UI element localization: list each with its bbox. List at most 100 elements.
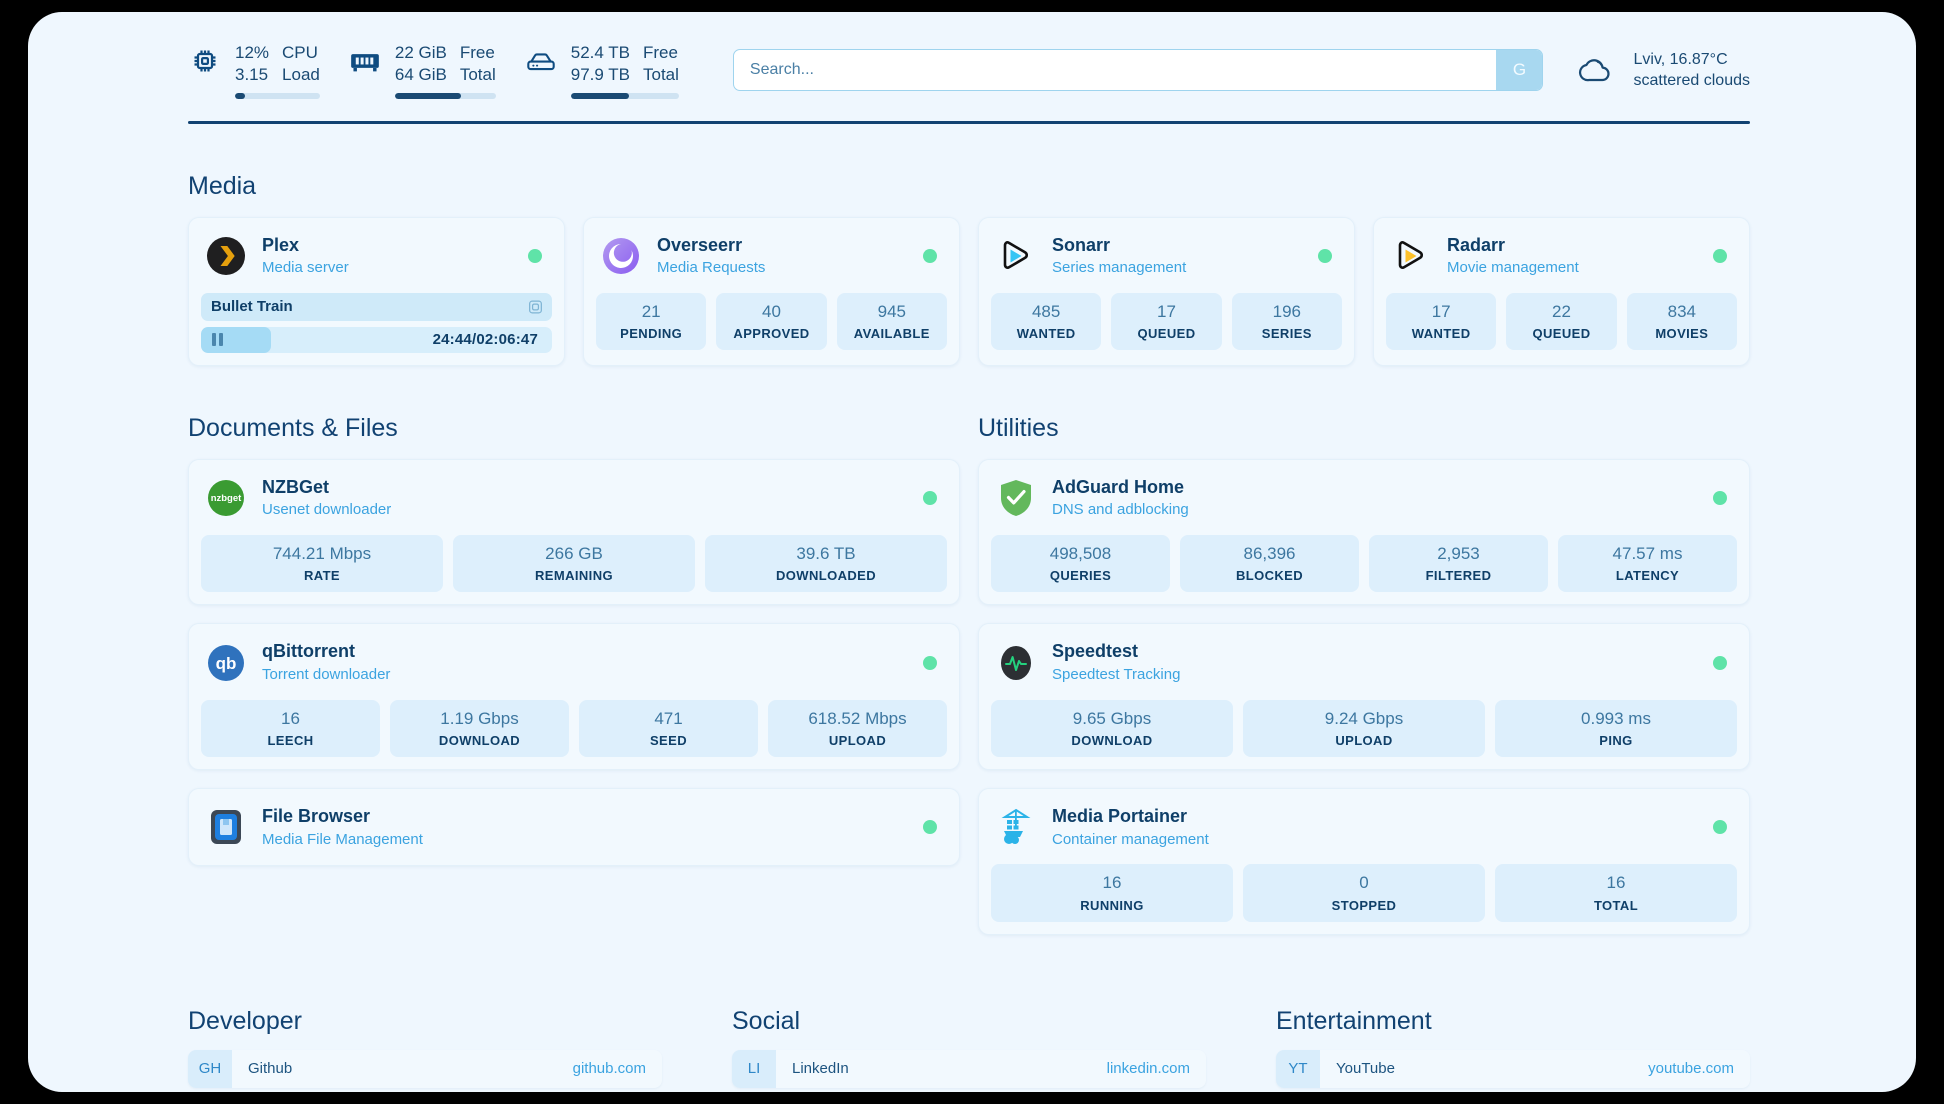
tile-value: 744.21 Mbps (272, 544, 372, 563)
tile-value: 1.19 Gbps (440, 708, 519, 728)
stat-tile: 40 APPROVED (716, 292, 827, 351)
stat-tile: 471 SEED (579, 699, 758, 758)
service-card-qbittorrent[interactable]: qb qBittorrent Torrent downloader 16 LEE… (188, 623, 960, 771)
service-card-filebrowser[interactable]: File Browser Media File Management (188, 788, 960, 867)
service-card-nzbget[interactable]: nzbget NZBGet Usenet downloader 744.21 M… (188, 458, 960, 606)
service-desc: Movie management (1447, 259, 1579, 276)
status-badge (1318, 248, 1332, 263)
card-header: Speedtest Speedtest Tracking (991, 636, 1737, 688)
cpu-label-bottom: Load (282, 64, 320, 84)
cpu-icon (188, 42, 222, 80)
weather-location-temp: Lviv, 16.87°C (1633, 50, 1728, 68)
svg-text:nzbget: nzbget (211, 493, 242, 504)
status-badge (1713, 820, 1727, 835)
status-badge (923, 490, 937, 505)
tile-value: 834 (1667, 301, 1696, 321)
tile-label: SERIES (1261, 326, 1312, 342)
bookmark-item-youtube[interactable]: YT YouTube youtube.com (1276, 1049, 1750, 1088)
section-title-documents: Documents & Files (188, 413, 398, 442)
bookmark-item-linkedin[interactable]: LI LinkedIn linkedin.com (732, 1049, 1206, 1088)
tile-value: 86,396 (1243, 544, 1296, 563)
tile-value: 16 (1606, 873, 1626, 893)
service-desc: Speedtest Tracking (1052, 665, 1181, 683)
service-card-adguard[interactable]: AdGuard Home DNS and adblocking 498,508 … (978, 458, 1750, 606)
now-playing-row: Bullet Train (201, 292, 552, 321)
tile-value: 40 (762, 301, 781, 321)
tile-label: RATE (303, 568, 341, 584)
pause-icon[interactable] (212, 333, 223, 347)
tile-value: 17 (1157, 301, 1176, 321)
bookmark-item-github[interactable]: GH Github github.com (188, 1049, 662, 1088)
status-badge (923, 820, 937, 835)
stat-tiles: 16 LEECH 1.19 Gbps DOWNLOAD 471 SEED 6 (201, 699, 947, 758)
tile-label: LATENCY (1615, 568, 1680, 584)
tile-label: PENDING (620, 326, 683, 342)
memory-free-value: 22 GiB (394, 43, 447, 62)
tile-label: UPLOAD (828, 733, 887, 749)
service-desc: Series management (1052, 259, 1187, 276)
stat-tile: 9.65 Gbps DOWNLOAD (991, 699, 1233, 758)
stat-memory: 22 GiB 64 GiB Free Total (348, 42, 496, 99)
bookmark-list: YT YouTube youtube.com NF Netflix netfli… (1276, 1049, 1750, 1092)
stat-tiles: 498,508 QUERIES 86,396 BLOCKED 2,953 FIL… (991, 535, 1737, 593)
bookmark-name: LinkedIn (792, 1060, 849, 1078)
tile-label: QUEUED (1137, 326, 1196, 342)
bookmark-abbr: LI (732, 1049, 776, 1088)
system-stats-group: 12% 3.15 CPU Load (188, 42, 679, 99)
service-card-sonarr[interactable]: Sonarr Series management 485 WANTED 17 Q… (978, 216, 1355, 366)
tile-label: DOWNLOAD (1071, 733, 1153, 749)
tile-label: WANTED (1016, 326, 1076, 342)
playback-progress-bar[interactable]: 24:44/02:06:47 (201, 326, 552, 353)
cpu-usage-bar (235, 92, 320, 99)
bookmark-group-developer: Developer GH Github github.com SO StackO… (188, 959, 662, 1092)
disk-label-top: Free (643, 43, 678, 62)
bookmark-list: LI LinkedIn linkedin.com TW Twitter twit… (732, 1049, 1206, 1092)
service-name: NZBGet (262, 476, 329, 497)
stat-tile: 9.24 Gbps UPLOAD (1243, 699, 1485, 758)
tile-value: 2,953 (1437, 544, 1480, 563)
stat-tile: 618.52 Mbps UPLOAD (768, 699, 947, 758)
cast-icon[interactable] (528, 299, 543, 314)
tile-value: 0.993 ms (1581, 708, 1651, 728)
service-card-overseerr[interactable]: Overseerr Media Requests 21 PENDING 40 A… (583, 216, 960, 366)
service-card-radarr[interactable]: Radarr Movie management 17 WANTED 22 QUE… (1373, 216, 1750, 366)
service-name: Radarr (1447, 234, 1506, 255)
sonarr-icon (995, 235, 1037, 277)
tile-label: SEED (649, 733, 687, 749)
bookmark-list: GH Github github.com SO StackOverflow st… (188, 1049, 662, 1092)
search-input[interactable] (733, 50, 1497, 91)
status-badge (923, 655, 937, 670)
svg-text:qb: qb (216, 654, 237, 673)
card-header: File Browser Media File Management (201, 801, 947, 853)
stat-tiles: 9.65 Gbps DOWNLOAD 9.24 Gbps UPLOAD 0.99… (991, 699, 1737, 758)
disk-total-value: 97.9 TB (570, 64, 630, 84)
bookmark-url: github.com (572, 1060, 646, 1078)
memory-total-value: 64 GiB (394, 64, 447, 84)
service-card-portainer[interactable]: Media Portainer Container management 16 … (978, 788, 1750, 935)
service-card-speedtest[interactable]: Speedtest Speedtest Tracking 9.65 Gbps D… (978, 623, 1750, 771)
tile-value: 618.52 Mbps (808, 708, 907, 728)
stat-tiles: 744.21 Mbps RATE 266 GB REMAINING 39.6 T… (201, 535, 947, 593)
service-name: Sonarr (1052, 234, 1111, 255)
nzbget-icon: nzbget (205, 477, 247, 519)
tile-value: 9.24 Gbps (1324, 708, 1404, 728)
cpu-usage-value: 12% (235, 43, 270, 62)
stat-tiles: 16 RUNNING 0 STOPPED 16 TOTAL (991, 864, 1737, 922)
search-box[interactable]: G (732, 49, 1544, 92)
service-name: File Browser (262, 806, 371, 827)
status-badge (1713, 490, 1727, 505)
stat-tiles: 17 WANTED 22 QUEUED 834 MOVIES (1386, 292, 1737, 351)
service-desc: Usenet downloader (262, 501, 392, 519)
search-area: G (732, 49, 1544, 92)
bookmark-abbr: YT (1276, 1049, 1320, 1088)
plex-player: Bullet Train 24:44/02:06:47 (201, 292, 552, 353)
search-engine-button[interactable]: G (1496, 50, 1543, 91)
tile-value: 0 (1359, 873, 1369, 893)
card-header: Sonarr Series management (991, 230, 1342, 282)
playback-time: 24:44/02:06:47 (433, 331, 538, 348)
tile-label: DOWNLOAD (438, 733, 521, 749)
tile-label: BLOCKED (1235, 568, 1304, 584)
bookmark-abbr: GH (188, 1049, 232, 1088)
stat-tile: 86,396 BLOCKED (1180, 535, 1359, 593)
service-card-plex[interactable]: Plex Media server Bullet Train (188, 216, 565, 366)
